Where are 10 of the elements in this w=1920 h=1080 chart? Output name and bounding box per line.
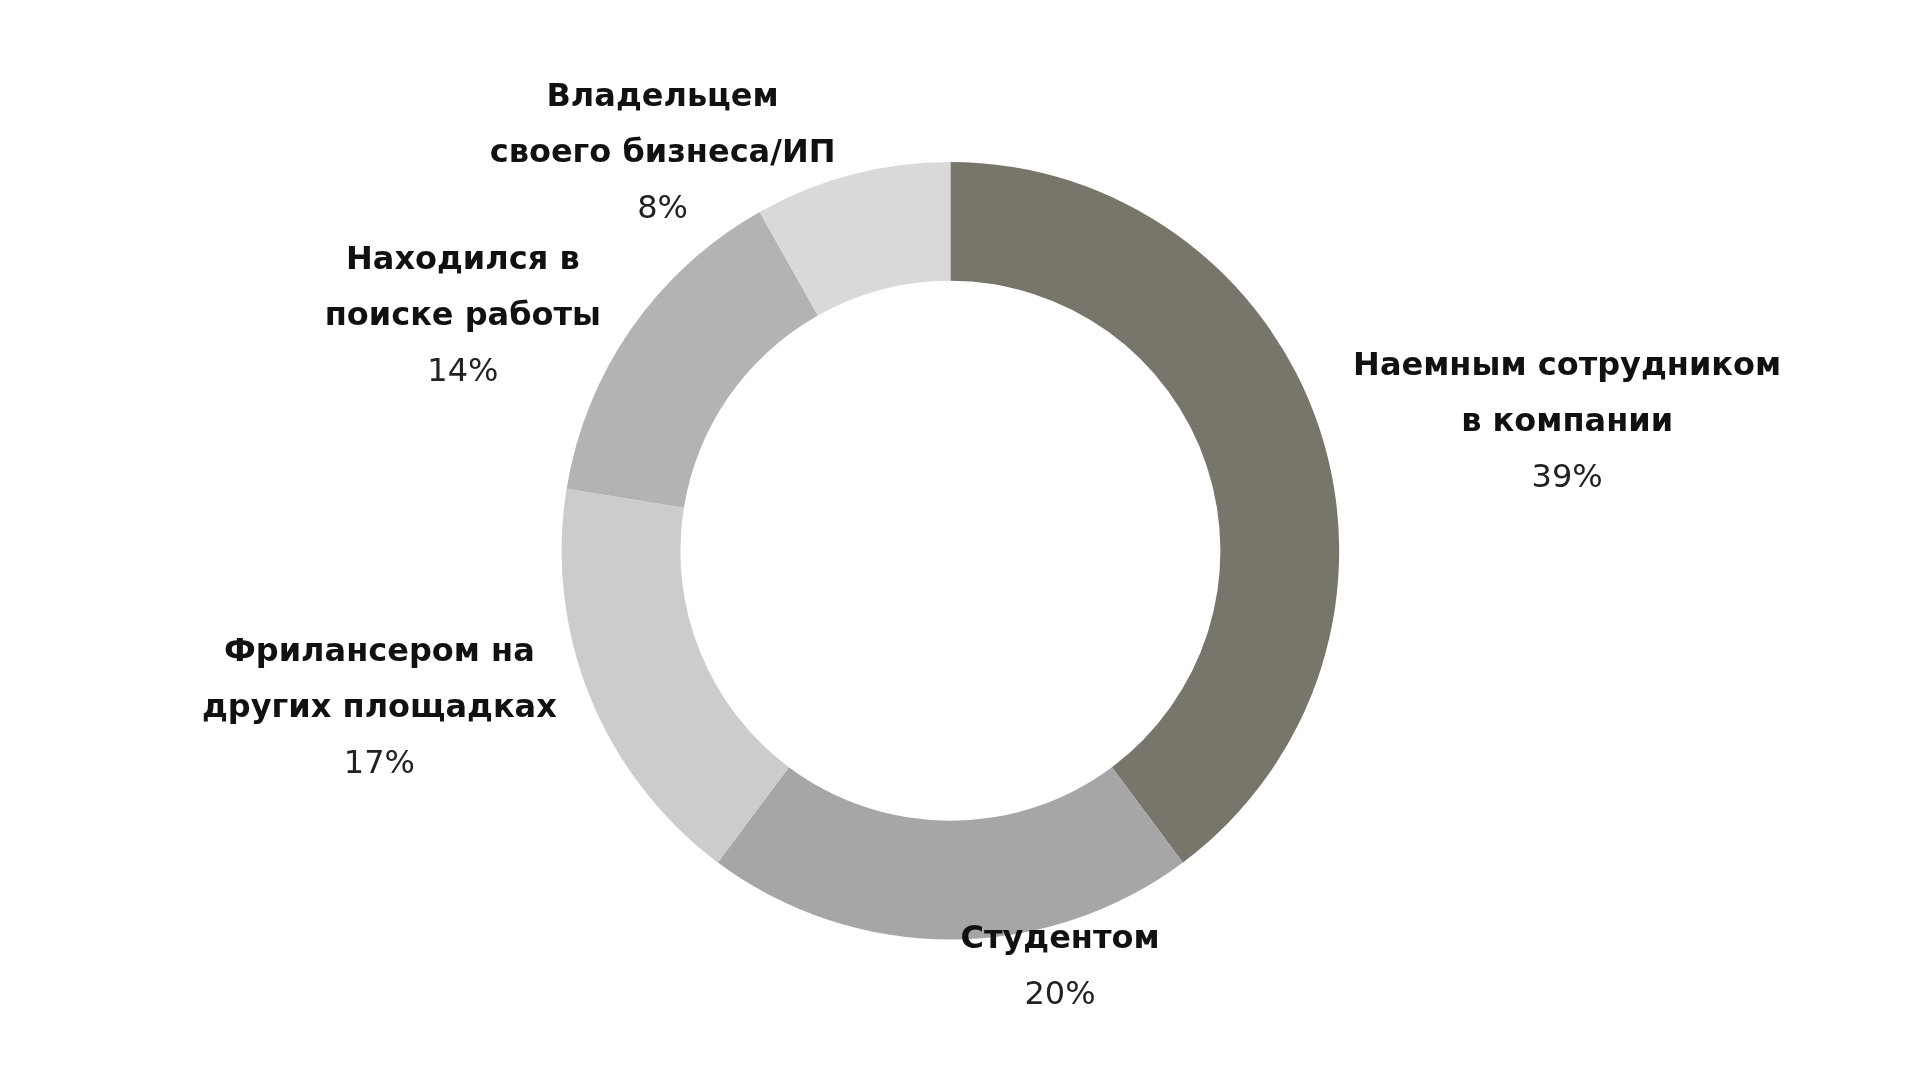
slice-label: Фрилансером на других площадках — [202, 631, 558, 726]
data-label: 8% — [637, 187, 688, 226]
slice-label: Владельцем своего бизнеса/ИП — [489, 75, 836, 170]
data-label: 14% — [427, 351, 499, 390]
data-label: 17% — [343, 743, 415, 782]
slice-label: Наемным сотрудником в компании — [1353, 345, 1782, 440]
slice-label: Студентом — [960, 917, 1160, 956]
data-label: 20% — [1024, 973, 1096, 1012]
data-label: 39% — [1531, 457, 1603, 496]
slice-label: Находился в поиске работы — [324, 239, 602, 334]
